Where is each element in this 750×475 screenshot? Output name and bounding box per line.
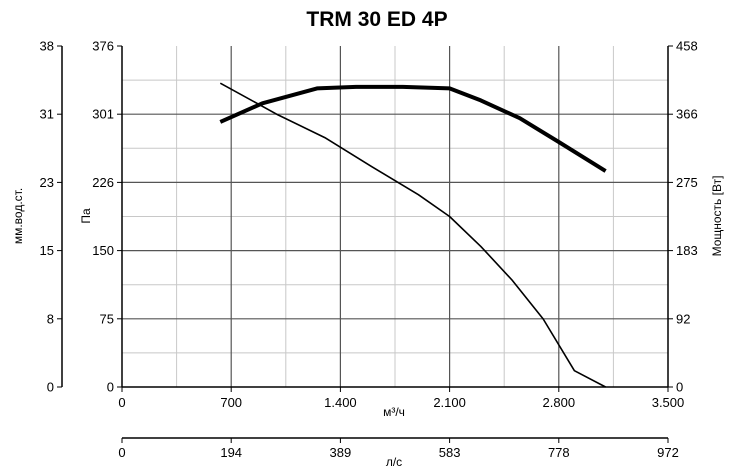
pa-tick-label: 226 (92, 175, 114, 190)
power-tick-label: 275 (676, 175, 698, 190)
y-left-inner-title: Па (79, 208, 93, 224)
pa-tick-label: 301 (92, 107, 114, 122)
pa-tick-label: 75 (100, 311, 114, 326)
power-tick-label: 183 (676, 243, 698, 258)
x-tick-label: 3.500 (652, 395, 685, 410)
x2-tick-label: 0 (118, 445, 125, 460)
mm-tick-label: 38 (40, 39, 54, 54)
mm-tick-label: 15 (40, 243, 54, 258)
power-tick-label: 0 (676, 380, 683, 395)
power-tick-label: 366 (676, 107, 698, 122)
x-tick-label: 700 (220, 395, 242, 410)
x-tick-label: 0 (118, 395, 125, 410)
pa-tick-label: 376 (92, 39, 114, 54)
x2-tick-label: 972 (657, 445, 679, 460)
axes (57, 45, 673, 443)
power-tick-label: 92 (676, 311, 690, 326)
mm-tick-label: 0 (47, 380, 54, 395)
pa-tick-label: 0 (107, 380, 114, 395)
grid (122, 46, 668, 387)
x2-tick-label: 389 (330, 445, 352, 460)
x-tick-label: 2.100 (433, 395, 466, 410)
mm-tick-label: 8 (47, 311, 54, 326)
power-tick-label: 458 (676, 39, 698, 54)
power-curve (219, 84, 607, 173)
x-tick-label: 2.800 (543, 395, 576, 410)
x-axis-title: м³/ч (383, 405, 405, 419)
x2-tick-label: 583 (439, 445, 461, 460)
pa-tick-label: 150 (92, 243, 114, 258)
x2-tick-label: 194 (220, 445, 242, 460)
y-right-title: Мощность [Вт] (710, 176, 724, 257)
mm-tick-label: 31 (40, 107, 54, 122)
pressure-curve (219, 82, 606, 388)
x2-axis-title: л/с (386, 455, 402, 469)
x-tick-label: 1.400 (324, 395, 357, 410)
x2-tick-label: 778 (548, 445, 570, 460)
chart-title: TRM 30 ED 4P (306, 8, 447, 31)
series-group (219, 82, 607, 388)
y-left-outer-title: мм.вод.ст. (11, 188, 25, 244)
mm-tick-label: 23 (40, 175, 54, 190)
